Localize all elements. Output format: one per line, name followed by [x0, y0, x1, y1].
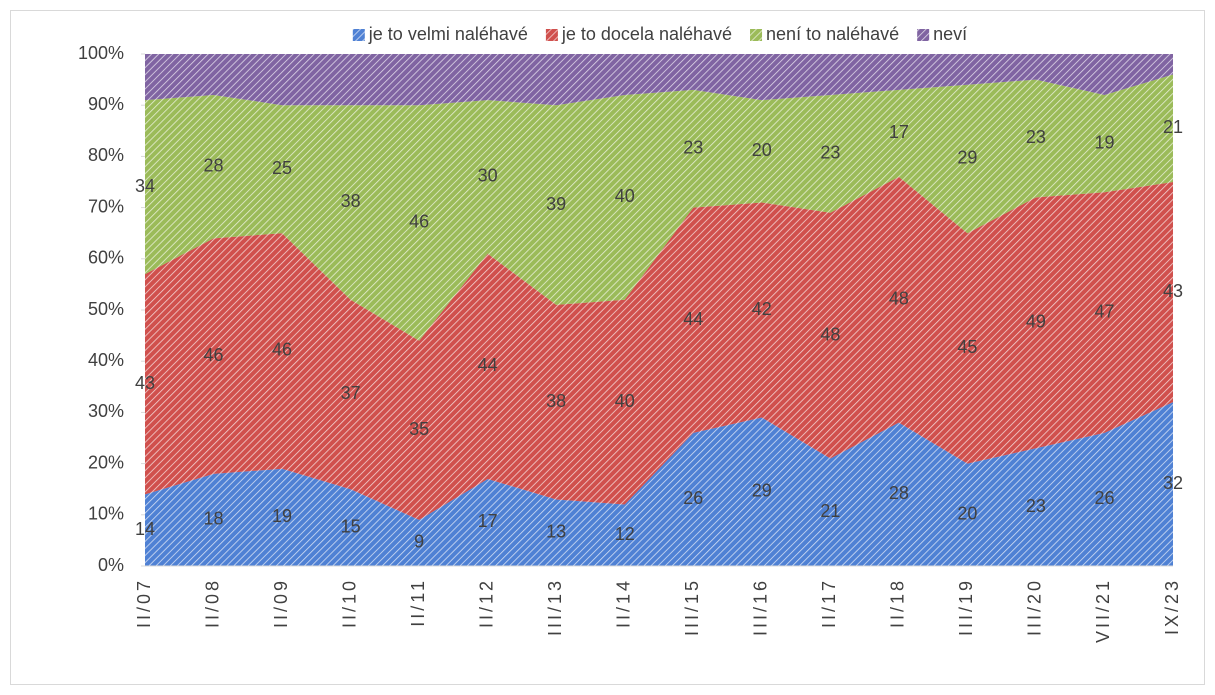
legend-swatch	[917, 29, 930, 41]
data-label: 40	[615, 391, 635, 411]
area	[145, 176, 1173, 520]
data-label: 14	[135, 519, 155, 539]
area	[145, 54, 1173, 106]
data-label: 20	[752, 140, 772, 160]
data-label: 35	[409, 419, 429, 439]
y-tick-label: 70%	[88, 196, 124, 216]
legend-swatch	[750, 29, 763, 41]
legend-label: není to naléhavé	[766, 24, 899, 44]
data-label: 23	[820, 143, 840, 163]
data-label: 43	[135, 373, 155, 393]
data-label: 46	[272, 340, 292, 360]
x-tick-label: IX/23	[1162, 578, 1182, 635]
area	[145, 74, 1173, 341]
x-tick-label: II/14	[613, 578, 633, 628]
y-tick-label: 10%	[88, 504, 124, 524]
data-label: 29	[752, 481, 772, 501]
x-tick-label: II/09	[271, 578, 291, 628]
x-tick-label: II/10	[339, 578, 359, 628]
data-label: 44	[683, 309, 703, 329]
legend-label: je to docela naléhavé	[561, 24, 732, 44]
y-tick-label: 20%	[88, 452, 124, 472]
data-label: 23	[1026, 127, 1046, 147]
data-label: 37	[341, 383, 361, 403]
data-label: 28	[204, 155, 224, 175]
data-label: 25	[272, 158, 292, 178]
data-label: 46	[204, 345, 224, 365]
data-label: 40	[615, 186, 635, 206]
data-label: 26	[1094, 488, 1114, 508]
data-label: 17	[478, 511, 498, 531]
x-tick-label: III/13	[545, 578, 565, 636]
x-tick-label: III/20	[1025, 578, 1045, 636]
data-label: 23	[1026, 496, 1046, 516]
data-label: 21	[1163, 117, 1183, 137]
y-tick-label: 50%	[88, 299, 124, 319]
data-label: 44	[478, 355, 498, 375]
data-label: 47	[1094, 301, 1114, 321]
legend-swatch	[545, 29, 558, 41]
y-tick-label: 60%	[88, 248, 124, 268]
x-tick-label: II/08	[202, 578, 222, 628]
data-label: 49	[1026, 312, 1046, 332]
data-label: 48	[889, 289, 909, 309]
area	[145, 402, 1173, 566]
data-label: 15	[341, 516, 361, 536]
y-tick-label: 30%	[88, 401, 124, 421]
data-label: 17	[889, 122, 909, 142]
data-label: 21	[820, 501, 840, 521]
data-label: 39	[546, 194, 566, 214]
data-label: 29	[957, 148, 977, 168]
data-label: 9	[414, 532, 424, 552]
data-label: 12	[615, 524, 635, 544]
data-label: 23	[683, 137, 703, 157]
data-label: 45	[957, 337, 977, 357]
x-tick-label: III/19	[956, 578, 976, 636]
y-tick-label: 0%	[98, 555, 124, 575]
data-label: 20	[957, 504, 977, 524]
data-label: 38	[546, 391, 566, 411]
x-tick-label: II/07	[134, 578, 154, 628]
legend-swatch	[352, 29, 365, 41]
y-tick-label: 100%	[78, 43, 124, 63]
data-label: 19	[1094, 132, 1114, 152]
data-label: 30	[478, 166, 498, 186]
data-label: 48	[820, 324, 840, 344]
data-label: 34	[135, 176, 155, 196]
x-tick-label: II/17	[819, 578, 839, 628]
x-tick-label: VII/21	[1093, 578, 1113, 643]
legend-label: neví	[933, 24, 967, 44]
data-label: 32	[1163, 473, 1183, 493]
data-label: 43	[1163, 281, 1183, 301]
data-label: 28	[889, 483, 909, 503]
y-tick-label: 80%	[88, 145, 124, 165]
x-tick-label: II/12	[476, 578, 496, 628]
y-tick-label: 90%	[88, 94, 124, 114]
data-label: 46	[409, 212, 429, 232]
y-tick-label: 40%	[88, 350, 124, 370]
data-label: 38	[341, 191, 361, 211]
data-label: 26	[683, 488, 703, 508]
x-tick-label: III/16	[751, 578, 771, 636]
data-label: 13	[546, 521, 566, 541]
data-label: 19	[272, 506, 292, 526]
data-label: 42	[752, 299, 772, 319]
x-tick-label: II/18	[888, 578, 908, 628]
x-tick-label: III/15	[682, 578, 702, 636]
x-tick-label: II/11	[408, 578, 428, 627]
data-label: 18	[204, 509, 224, 529]
legend-label: je to velmi naléhavé	[368, 24, 528, 44]
